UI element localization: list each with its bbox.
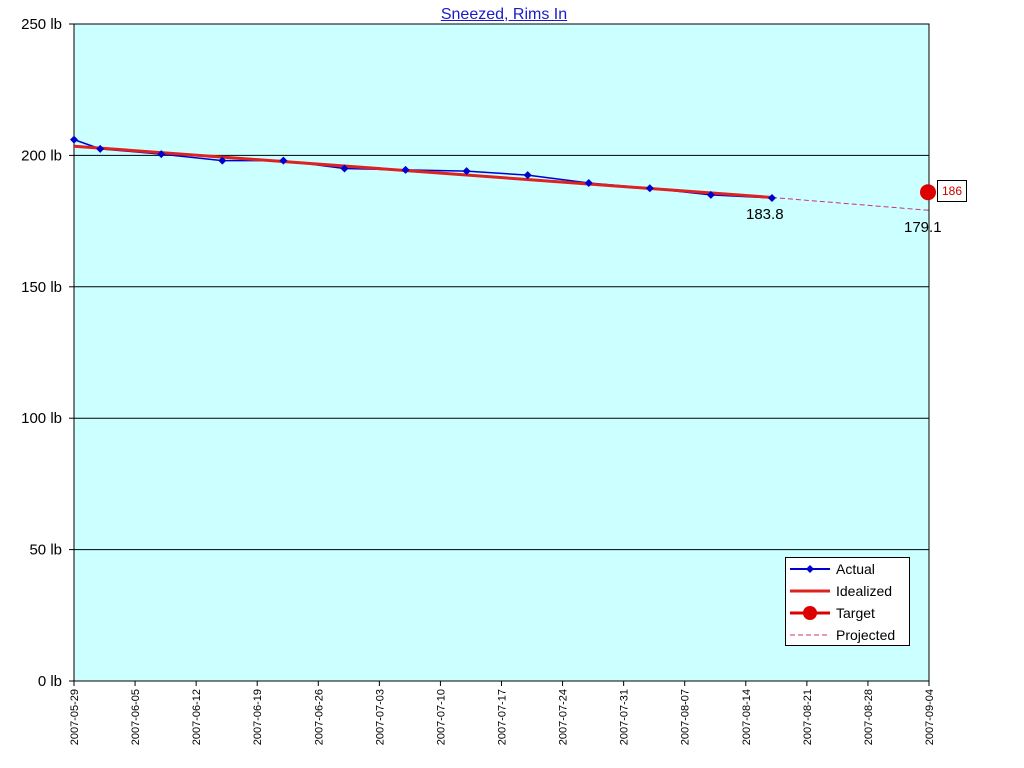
y-tick-label: 200 lb: [21, 147, 62, 164]
legend-item-actual: Actual: [786, 558, 909, 580]
legend-item-target: Target: [786, 602, 909, 624]
data-point-actual: [401, 165, 410, 174]
x-tick-label: 2007-05-29: [69, 689, 81, 745]
x-tick-label: 2007-07-31: [619, 689, 631, 745]
series-line-idealized: [73, 144, 773, 199]
data-point-actual: [584, 178, 593, 187]
data-point-actual: [767, 193, 776, 202]
legend-swatch-projected: [790, 634, 830, 636]
data-point-actual: [523, 171, 532, 180]
legend-swatch-idealized: [790, 589, 830, 593]
legend-item-projected: Projected: [786, 624, 909, 646]
y-tick-label: 100 lb: [21, 410, 62, 427]
x-tick-label: 2007-07-03: [374, 689, 386, 745]
data-point-actual: [96, 144, 105, 153]
legend-item-idealized: Idealized: [786, 580, 909, 602]
x-tick-label: 2007-09-04: [924, 689, 936, 745]
chart-title[interactable]: Sneezed, Rims In: [440, 6, 568, 23]
x-tick-label: 2007-06-12: [191, 689, 203, 745]
legend-label-actual: Actual: [836, 561, 875, 577]
x-tick-label: 2007-06-19: [252, 689, 264, 745]
data-point-actual: [70, 135, 78, 144]
target-value-badge: 186: [937, 180, 967, 202]
y-tick-label: 150 lb: [21, 279, 62, 296]
data-point-target: [920, 184, 936, 201]
legend-label-idealized: Idealized: [836, 583, 893, 599]
x-tick-label: 2007-07-17: [497, 689, 509, 745]
x-tick-label: 2007-07-24: [558, 689, 570, 745]
x-tick-label: 2007-08-28: [863, 689, 875, 745]
data-point-actual: [157, 150, 166, 159]
x-tick-label: 2007-06-05: [130, 689, 142, 745]
legend-swatch-actual: [790, 565, 830, 573]
projected-end-value-label: 179.1: [904, 219, 942, 236]
x-tick-label: 2007-08-07: [680, 689, 692, 745]
data-point-actual: [218, 156, 227, 165]
tick-labels: 0 lb 50 lb 100 lb 150 lb 200 lb 250 lb 2007-05…: [21, 16, 936, 745]
x-tick-label: 2007-06-26: [313, 689, 325, 745]
x-tick-label: 2007-07-10: [435, 689, 447, 745]
data-point-actual: [279, 156, 288, 165]
y-tick-label: 250 lb: [21, 16, 62, 33]
series-line-projected: [771, 196, 930, 211]
legend-label-projected: Projected: [836, 627, 896, 643]
y-tick-label: 50 lb: [29, 542, 62, 559]
axes: [73, 24, 930, 686]
x-tick-label: 2007-08-14: [741, 689, 753, 745]
legend-swatch-target: [790, 606, 830, 620]
legend-label-target: Target: [836, 605, 875, 621]
series-layer: [70, 135, 936, 211]
data-point-actual: [340, 164, 349, 173]
data-point-actual: [462, 167, 471, 176]
y-tick-label: 0 lb: [38, 673, 62, 690]
last-actual-value-label: 183.8: [746, 206, 784, 223]
x-tick-label: 2007-08-21: [802, 689, 814, 745]
data-point-actual: [706, 190, 715, 199]
chart-legend: Actual Idealized Target Projected: [785, 557, 910, 646]
data-point-actual: [645, 184, 654, 193]
